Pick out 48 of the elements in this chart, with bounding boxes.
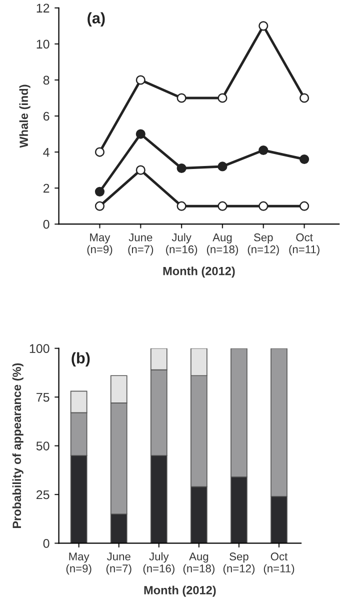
x-tick-label: June (n=7) <box>106 552 132 575</box>
point <box>94 201 105 211</box>
point <box>136 129 146 139</box>
point <box>218 93 228 103</box>
x-axis-title: Month (2012) <box>144 586 216 597</box>
y-tick-label: 0 <box>43 539 50 548</box>
x-tick-label: Sep (n=12) <box>223 552 254 575</box>
y-tick-label: 0 <box>43 220 50 229</box>
y-tick-label: 8 <box>43 76 50 85</box>
y-tick-label: 6 <box>43 112 50 121</box>
y-tick-label: 2 <box>43 184 50 193</box>
y-tick-label: 100 <box>30 344 50 353</box>
point <box>136 165 146 175</box>
point <box>300 154 310 164</box>
x-tick-label: Aug (n=18) <box>206 234 238 256</box>
y-tick-label: 4 <box>43 148 50 157</box>
chart-title: (a) <box>88 12 105 26</box>
point <box>218 162 228 172</box>
x-tick-label: Sep (n=12) <box>248 233 279 256</box>
y-tick-label: 10 <box>36 40 50 49</box>
point <box>258 21 268 31</box>
point <box>218 201 228 211</box>
point <box>94 186 105 196</box>
x-tick-label: Oct (n=11) <box>289 233 320 256</box>
x-tick-label: May (n=9) <box>66 552 92 575</box>
y-tick-label: 12 <box>36 4 50 12</box>
y-tick-label: 25 <box>36 490 50 500</box>
y-tick-label: 75 <box>36 393 50 402</box>
y-axis-title: Probability of appearance (%) <box>12 363 24 528</box>
x-axis-title: Month (2012) <box>163 266 235 278</box>
x-tick-label: Aug (n=18) <box>183 552 214 575</box>
y-axis-title: Whale (ind) <box>19 84 30 148</box>
point <box>176 201 186 211</box>
x-tick-label: Oct (n=11) <box>264 552 294 575</box>
point <box>94 147 105 157</box>
y-tick-label: 50 <box>36 442 50 450</box>
point <box>300 201 310 211</box>
point <box>136 75 146 85</box>
point <box>258 201 268 211</box>
x-tick-label: July (n=16) <box>166 233 198 256</box>
point <box>176 93 186 103</box>
x-tick-label: May (n=9) <box>87 234 112 256</box>
x-tick-label: July (n=16) <box>143 552 174 575</box>
x-tick-label: June (n=7) <box>128 234 154 256</box>
chart-title: (b) <box>72 352 90 366</box>
point <box>300 93 310 103</box>
point <box>176 163 186 174</box>
point <box>258 145 268 156</box>
